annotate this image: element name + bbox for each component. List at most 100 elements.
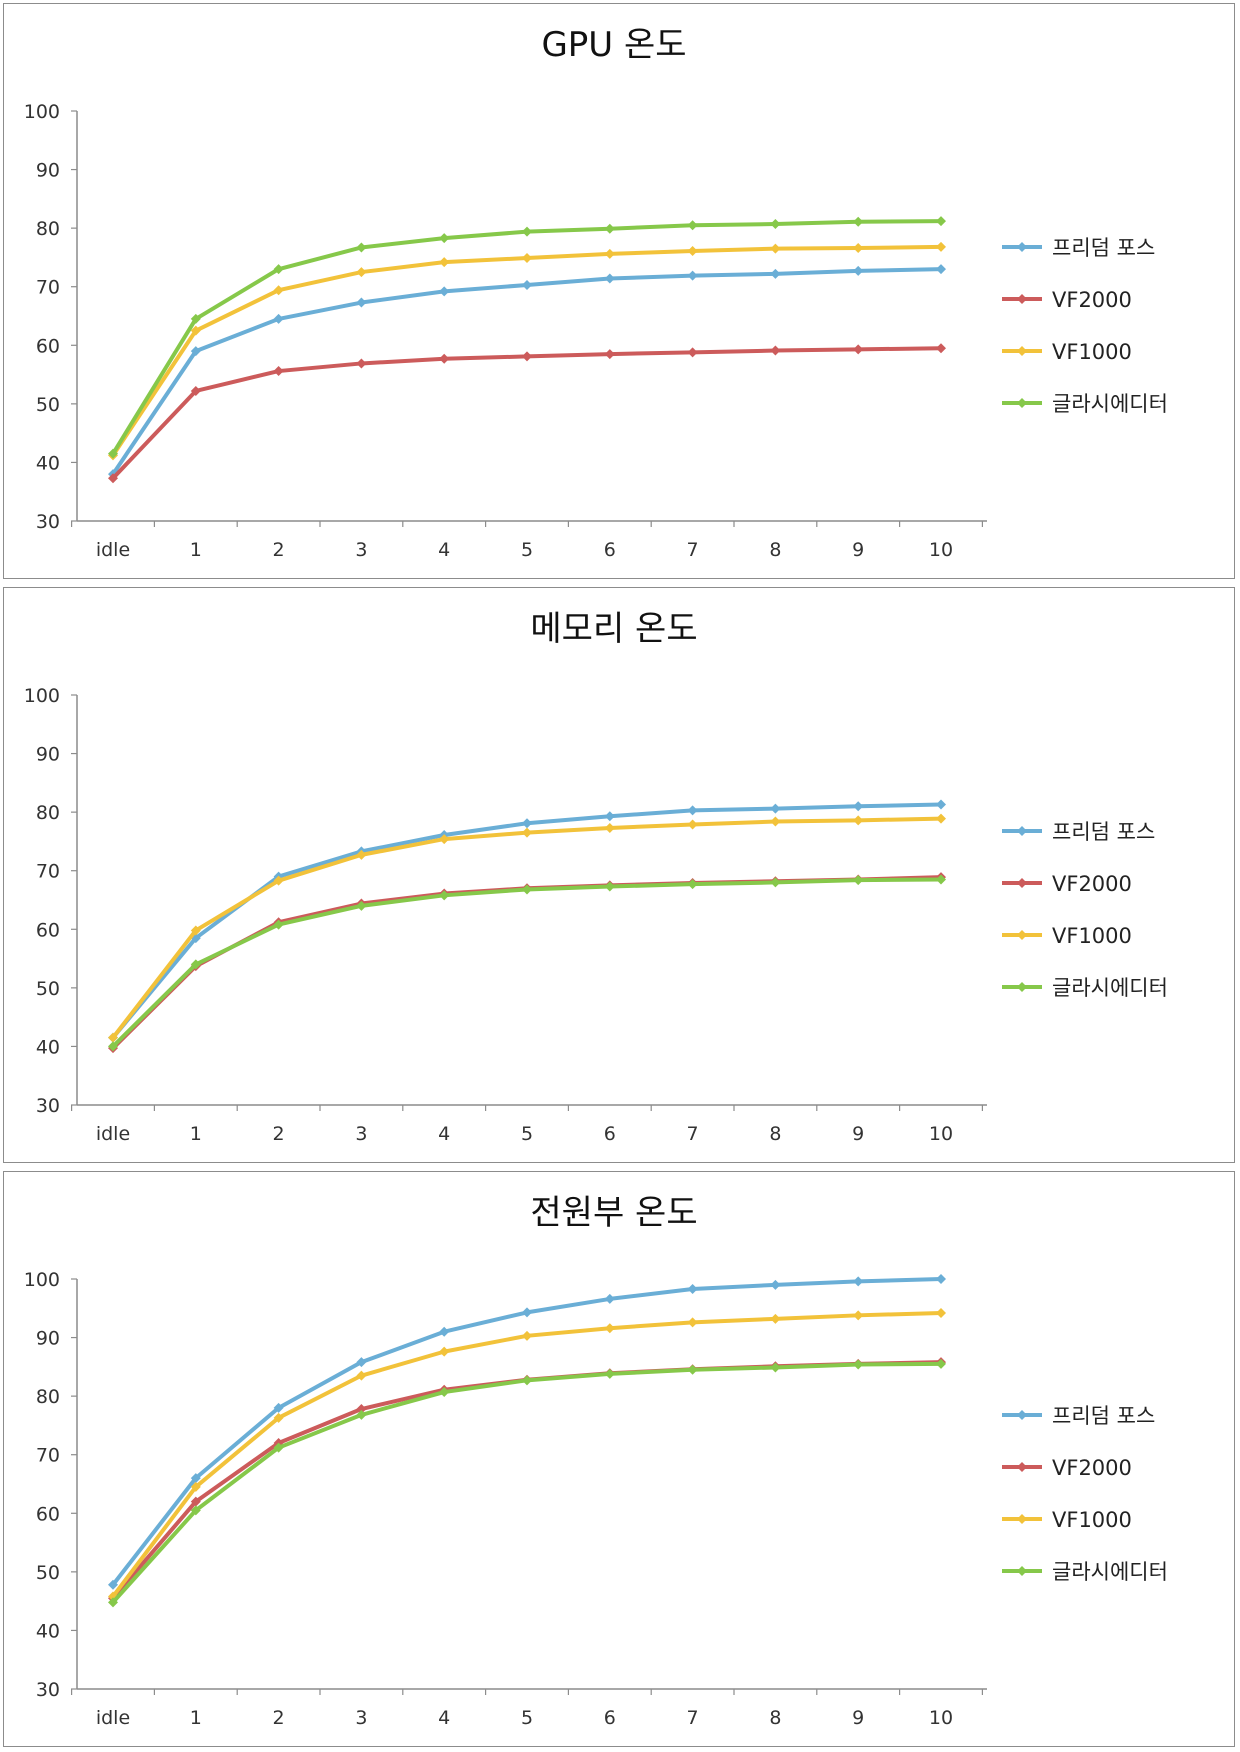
x-tick-label: 6 (604, 539, 616, 561)
legend-label: 글라시에디터 (1052, 1560, 1168, 1584)
series-3-point (190, 925, 201, 936)
series-3-point (522, 1330, 532, 1341)
series-3-point (687, 1317, 698, 1328)
series-1-line (111, 802, 943, 1040)
x-tick-label: 9 (852, 1123, 864, 1145)
series-3-point (936, 241, 946, 252)
x-tick-label: 9 (852, 1707, 864, 1729)
power-temp-chart: 전원부 온도 30 40 50 60 70 80 90 100 idle 1 2 3 4 5 6 7 8 9 10 프리… (24, 1193, 1168, 1729)
series-3-point (853, 1310, 864, 1321)
series-2-point (356, 1404, 367, 1415)
series-3-point (273, 1412, 284, 1423)
series-1-point (190, 346, 201, 357)
series-2-point (190, 1496, 201, 1507)
legend-swatch-marker (1017, 1410, 1027, 1420)
series-4-point (522, 884, 532, 895)
series-3-point (604, 822, 615, 833)
series-4-point (770, 219, 781, 230)
x-tick-label: 8 (769, 539, 781, 561)
legend-swatch-marker (1017, 1514, 1027, 1524)
x-tick-label: idle (96, 539, 130, 561)
x-tick-label: 3 (355, 1707, 367, 1729)
y-tick-label: 80 (36, 218, 60, 240)
series-3-point (770, 816, 781, 827)
series-2-point (273, 366, 284, 377)
legend-label: VF2000 (1052, 288, 1132, 312)
x-tick-label: 7 (687, 539, 699, 561)
series-2-line (111, 346, 943, 481)
x-tick-label: 2 (273, 539, 285, 561)
series-2-point (853, 344, 864, 355)
series-4-point (273, 919, 284, 930)
y-tick-label: 100 (24, 685, 60, 707)
y-tick-label: 100 (24, 101, 60, 123)
series-2-point (356, 358, 367, 369)
legend-swatch-marker (1017, 1462, 1027, 1472)
x-tick-label: 8 (769, 1123, 781, 1145)
series-1-point (522, 818, 532, 829)
series-2-point (108, 473, 118, 484)
series-4-point (936, 1358, 946, 1369)
series-1-point (936, 799, 946, 810)
series-1-point (439, 286, 450, 297)
series-3-point (190, 1481, 201, 1492)
y-tick-label: 80 (36, 1386, 60, 1408)
series-4-point (108, 1597, 118, 1608)
y-tick-label: 70 (36, 861, 60, 883)
y-tick-label: 80 (36, 802, 60, 824)
x-tick-label: 4 (438, 1123, 450, 1145)
series-3-point (356, 1370, 367, 1381)
legend-label: VF2000 (1052, 1456, 1132, 1480)
x-tick-label: 4 (438, 1707, 450, 1729)
power-temp-chart-panel: 전원부 온도 30 40 50 60 70 80 90 100 idle 1 2 3 4 5 6 7 8 9 10 프리… (3, 1171, 1235, 1747)
y-tick-label: 30 (36, 511, 60, 533)
chart-title: 전원부 온도 (530, 1193, 697, 1233)
series-1-point (522, 279, 532, 290)
series-1-point (522, 1307, 532, 1318)
series-1-point (273, 1402, 284, 1413)
x-tick-label: 4 (438, 539, 450, 561)
x-tick-label: 5 (521, 1707, 533, 1729)
x-tick-label: 5 (521, 539, 533, 561)
x-tick-label: 7 (687, 1707, 699, 1729)
series-4-point (190, 1505, 201, 1516)
legend-label: VF1000 (1052, 340, 1132, 364)
series-3-point (522, 253, 532, 264)
legend-label: 프리덤 포스 (1052, 820, 1155, 844)
chart-title: GPU 온도 (541, 25, 686, 65)
memory-temp-chart-panel: 메모리 온도 30 40 50 60 70 80 90 100 idle 1 2 3 4 5 6 7 8 9 10 프리… (3, 587, 1235, 1163)
legend-swatch-marker (1017, 982, 1027, 992)
series-1-point (687, 270, 698, 281)
series-3-point (190, 325, 201, 336)
series-1-point (190, 1473, 201, 1484)
y-tick-label: 40 (36, 452, 60, 474)
series-3-point (770, 1313, 781, 1324)
series-3-point (439, 1346, 450, 1357)
series-1-point (770, 803, 781, 814)
legend-label: 프리덤 포스 (1052, 236, 1155, 260)
series-4-point (936, 216, 946, 227)
series-2-point (522, 351, 532, 362)
series-3-point (604, 1323, 615, 1334)
legend-swatch-marker (1017, 294, 1027, 304)
x-tick-label: 10 (929, 1123, 953, 1145)
series-4-point (273, 1442, 284, 1453)
series-1-point (853, 1276, 864, 1287)
series-1-point (604, 811, 615, 822)
x-tick-label: 2 (273, 1707, 285, 1729)
x-tick-label: 6 (604, 1123, 616, 1145)
x-tick-label: 3 (355, 1123, 367, 1145)
series-3-line (111, 1310, 943, 1599)
x-tick-label: idle (96, 1707, 130, 1729)
series-2-point (190, 385, 201, 396)
series-3-point (853, 243, 864, 254)
legend-label: 글라시에디터 (1052, 976, 1168, 1000)
series-4-point (687, 1364, 698, 1375)
series-4-point (439, 890, 450, 901)
series-1-point (687, 805, 698, 816)
series-2-line (111, 875, 943, 1051)
x-tick-label: 6 (604, 1707, 616, 1729)
series-2-point (439, 353, 450, 364)
legend-swatch-marker (1017, 878, 1027, 888)
series-3-point (687, 819, 698, 830)
